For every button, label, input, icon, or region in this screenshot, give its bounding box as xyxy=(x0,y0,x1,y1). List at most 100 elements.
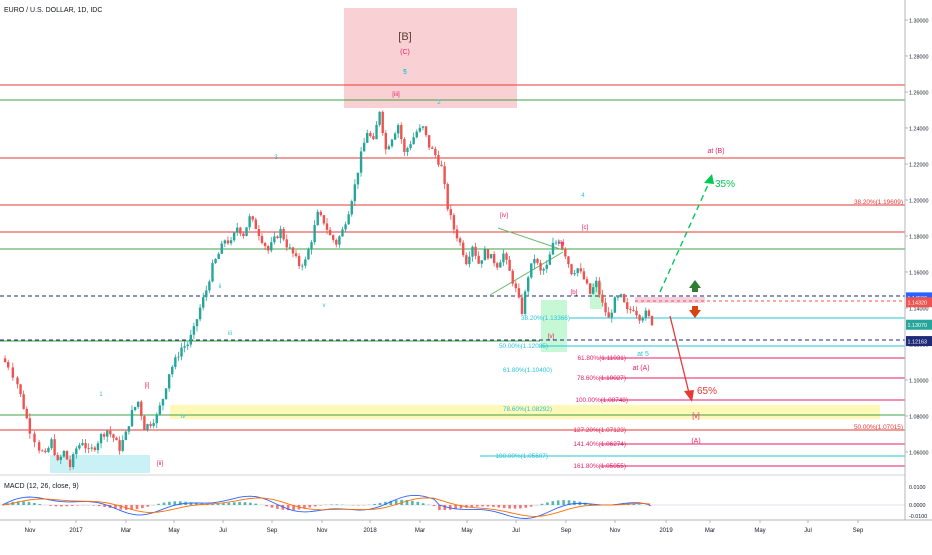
candle-body xyxy=(214,259,216,263)
macd-histogram-bar xyxy=(422,503,425,505)
price-tick-label: 1.18000 xyxy=(909,235,929,241)
candle-body xyxy=(38,442,40,451)
candle-body xyxy=(617,297,619,298)
candle-body xyxy=(567,256,569,264)
macd-histogram-bar xyxy=(255,504,258,505)
macd-histogram-bar xyxy=(93,505,96,506)
macd-histogram-bar xyxy=(557,500,560,505)
candle-body xyxy=(190,335,192,345)
wave-v-label: [v] xyxy=(692,413,699,420)
candle-body xyxy=(499,262,501,267)
time-tick-label: 2017 xyxy=(69,528,83,534)
time-tick-label: Jul xyxy=(512,528,520,534)
candle-body xyxy=(341,229,343,236)
candle-body xyxy=(477,256,479,264)
candle-body xyxy=(140,402,142,416)
time-tick-label: Sep xyxy=(561,528,572,534)
candle-body xyxy=(137,402,139,407)
candle-body xyxy=(487,250,489,259)
macd-histogram-bar xyxy=(147,505,150,507)
wave-b-label: [B] xyxy=(398,31,411,43)
macd-histogram-bar xyxy=(444,505,447,510)
macd-histogram-bar xyxy=(487,505,490,506)
macd-tick-label: 0.0100 xyxy=(909,485,926,491)
wave-label: 4 xyxy=(581,192,585,199)
macd-histogram-bar xyxy=(228,503,231,505)
candle-body xyxy=(143,416,145,429)
candle-body xyxy=(233,233,235,241)
candle-body xyxy=(580,268,582,271)
candle-body xyxy=(273,236,275,242)
candle-body xyxy=(459,238,461,242)
candle-body xyxy=(542,269,544,271)
candle-body xyxy=(406,148,408,152)
price-tag-label: 1.14320 xyxy=(908,301,928,307)
candle-body xyxy=(397,125,399,133)
macd-histogram-bar xyxy=(174,501,177,505)
wave-label: [b] xyxy=(571,289,578,296)
macd-histogram-bar xyxy=(168,502,171,505)
candle-body xyxy=(344,224,346,229)
macd-histogram-bar xyxy=(103,505,106,507)
candle-body xyxy=(221,243,223,253)
price-tick-label: 1.20000 xyxy=(909,199,929,205)
candle-body xyxy=(326,223,328,229)
fib-label: 78.60%(1.10027) xyxy=(577,375,626,382)
candle-body xyxy=(19,384,21,394)
macd-histogram-bar xyxy=(546,502,549,505)
macd-histogram-bar xyxy=(265,505,268,506)
macd-histogram-bar xyxy=(330,504,333,505)
candle-body xyxy=(41,451,43,452)
candle-body xyxy=(307,250,309,260)
macd-histogram-bar xyxy=(33,503,36,505)
wave-label: 3 xyxy=(274,154,278,161)
resistance-zone xyxy=(635,297,705,303)
candle-body xyxy=(131,410,133,426)
macd-histogram-bar xyxy=(562,500,565,505)
fib-label: 38.20%(1.13366) xyxy=(521,315,570,322)
macd-histogram-bar xyxy=(519,505,522,508)
candle-body xyxy=(570,264,572,274)
candle-body xyxy=(75,448,77,454)
candle-body xyxy=(146,424,148,429)
wave-label: 1 xyxy=(99,391,103,398)
fib-label: 61.80%(1.11031) xyxy=(577,355,626,362)
candle-body xyxy=(224,240,226,243)
candle-body xyxy=(193,326,195,335)
macd-histogram-bar xyxy=(249,503,252,505)
candle-body xyxy=(589,283,591,293)
macd-tick-label: 0.0000 xyxy=(909,503,926,509)
candle-body xyxy=(493,254,495,263)
at-b-label: at (B) xyxy=(707,148,724,155)
candle-body xyxy=(490,254,492,258)
candle-body xyxy=(84,443,86,448)
candle-body xyxy=(552,243,554,255)
wave-label: [i] xyxy=(145,382,150,389)
candle-body xyxy=(202,297,204,307)
candle-body xyxy=(276,236,278,238)
time-tick-label: 2018 xyxy=(363,528,377,534)
macd-histogram-bar xyxy=(514,505,517,509)
candle-body xyxy=(465,255,467,264)
candle-body xyxy=(382,112,384,133)
time-tick-label: May xyxy=(461,528,472,534)
candle-body xyxy=(270,242,272,250)
candle-body xyxy=(289,247,291,248)
candle-body xyxy=(351,201,353,214)
candle-body xyxy=(425,126,427,135)
macd-histogram-bar xyxy=(411,501,414,505)
candle-body xyxy=(363,143,365,152)
macd-histogram-bar xyxy=(530,505,533,507)
candle-body xyxy=(22,394,24,409)
wave-b-target-zone xyxy=(344,8,517,108)
wave-label: [a] xyxy=(558,239,565,246)
candle-body xyxy=(60,457,62,460)
time-tick-label: 2019 xyxy=(659,528,673,534)
candle-body xyxy=(7,362,9,367)
candle-body xyxy=(422,126,424,127)
candle-body xyxy=(12,367,14,377)
candle-body xyxy=(168,374,170,388)
candle-body xyxy=(103,434,105,437)
price-tag-label: 1.13070 xyxy=(908,323,928,329)
